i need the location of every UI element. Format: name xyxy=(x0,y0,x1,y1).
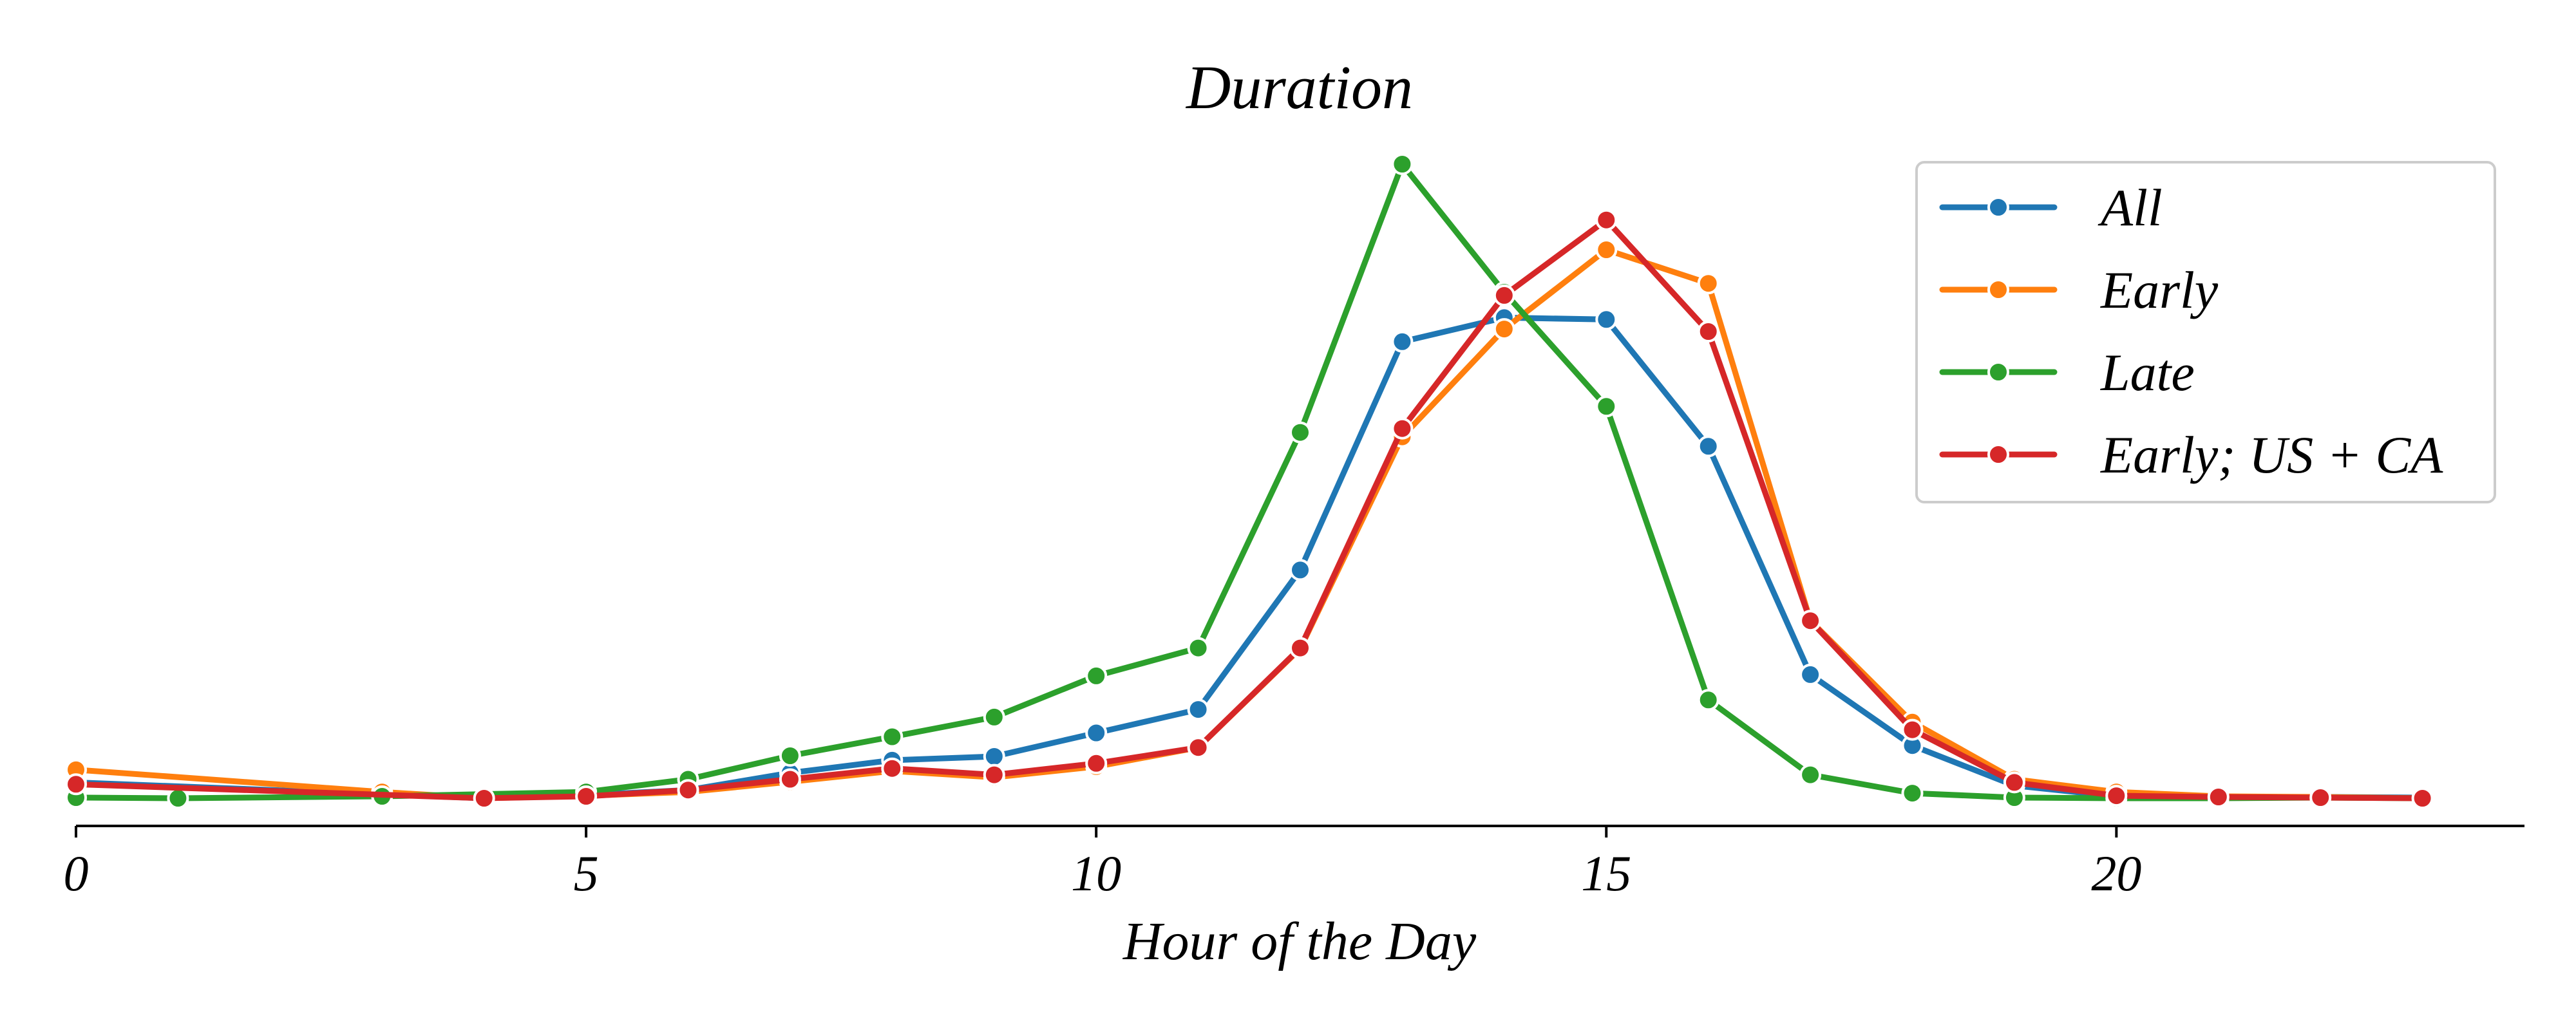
data-point-late xyxy=(167,787,189,809)
legend-marker-swatch xyxy=(1987,444,2009,465)
data-point-early-us-ca xyxy=(1391,417,1414,440)
data-point-early-us-ca xyxy=(2411,787,2434,809)
legend-items: All Early Late Early; US + CA xyxy=(1939,178,2443,484)
series-line-late xyxy=(73,161,2426,801)
data-point-early-us-ca xyxy=(1901,718,1924,741)
data-point-early-us-ca xyxy=(575,785,598,807)
x-tick-label: 15 xyxy=(1581,845,1631,901)
data-point-late xyxy=(1799,763,1822,786)
data-point-early xyxy=(1697,272,1719,295)
legend-marker-swatch xyxy=(1987,279,2009,301)
x-tick-label: 10 xyxy=(1071,845,1121,901)
data-point-early-us-ca xyxy=(2207,786,2230,808)
data-point-early-us-ca xyxy=(1595,209,1618,231)
x-axis-label: Hour of the Day xyxy=(1122,912,1477,971)
data-point-early xyxy=(1595,239,1618,261)
data-point-early-us-ca xyxy=(2309,787,2332,809)
data-point-all xyxy=(983,745,1005,767)
data-point-all xyxy=(1187,698,1209,721)
legend-item-late: Late xyxy=(1939,343,2195,402)
legend-label: Early xyxy=(2100,261,2219,319)
series-early-us-ca xyxy=(65,209,2434,809)
data-point-late xyxy=(779,745,801,767)
data-point-early-us-ca xyxy=(1799,610,1822,632)
legend-label: Late xyxy=(2100,343,2195,402)
legend-marker-swatch xyxy=(1987,196,2009,218)
data-point-early-us-ca xyxy=(1289,637,1311,659)
data-point-early-us-ca xyxy=(983,763,1005,786)
x-tick-label: 5 xyxy=(574,845,599,901)
data-point-all xyxy=(1697,435,1719,458)
data-point-late xyxy=(983,706,1005,728)
data-point-late xyxy=(1187,637,1209,659)
data-point-early-us-ca xyxy=(881,757,904,780)
legend-item-early: Early xyxy=(1939,261,2219,319)
data-point-early-us-ca xyxy=(1493,284,1515,306)
data-point-early-us-ca xyxy=(1187,736,1209,759)
data-point-late xyxy=(1391,153,1414,175)
data-point-early-us-ca xyxy=(2003,771,2025,794)
data-point-all xyxy=(1391,330,1414,353)
legend-label: Early; US + CA xyxy=(2100,426,2443,484)
plot-area: 0 5 10 15 20 xyxy=(64,153,2524,901)
legend-item-early-us-ca: Early; US + CA xyxy=(1939,426,2443,484)
data-point-early-us-ca xyxy=(2105,785,2128,807)
data-point-all xyxy=(1595,308,1618,331)
data-point-early-us-ca xyxy=(473,787,495,809)
data-point-all xyxy=(1085,722,1108,744)
data-point-early-us-ca xyxy=(677,779,699,801)
data-point-early xyxy=(1493,318,1515,341)
data-point-all xyxy=(1289,559,1311,581)
data-point-late xyxy=(1085,664,1108,687)
data-point-all xyxy=(1799,663,1822,686)
data-point-early-us-ca xyxy=(65,773,87,796)
data-point-late xyxy=(1901,782,1924,805)
legend-label: All xyxy=(2098,178,2163,237)
series-layer xyxy=(65,153,2434,809)
data-point-early-us-ca xyxy=(1697,321,1719,342)
data-point-late xyxy=(881,726,904,748)
data-point-early-us-ca xyxy=(779,768,801,791)
data-point-early-us-ca xyxy=(1085,752,1108,774)
x-tick-label: 0 xyxy=(64,845,89,901)
chart-title: Duration xyxy=(1185,53,1413,122)
legend: All Early Late Early; US + CA xyxy=(1915,161,2496,503)
x-tick-label: 20 xyxy=(2091,845,2141,901)
data-point-late xyxy=(1289,421,1311,444)
legend-marker-swatch xyxy=(1987,361,2009,383)
data-point-late xyxy=(1595,395,1618,418)
legend-box xyxy=(1915,161,2496,503)
x-axis-ticks: 0 5 10 15 20 xyxy=(64,826,2141,901)
data-point-late xyxy=(1697,689,1719,711)
legend-item-all: All xyxy=(1939,178,2163,237)
